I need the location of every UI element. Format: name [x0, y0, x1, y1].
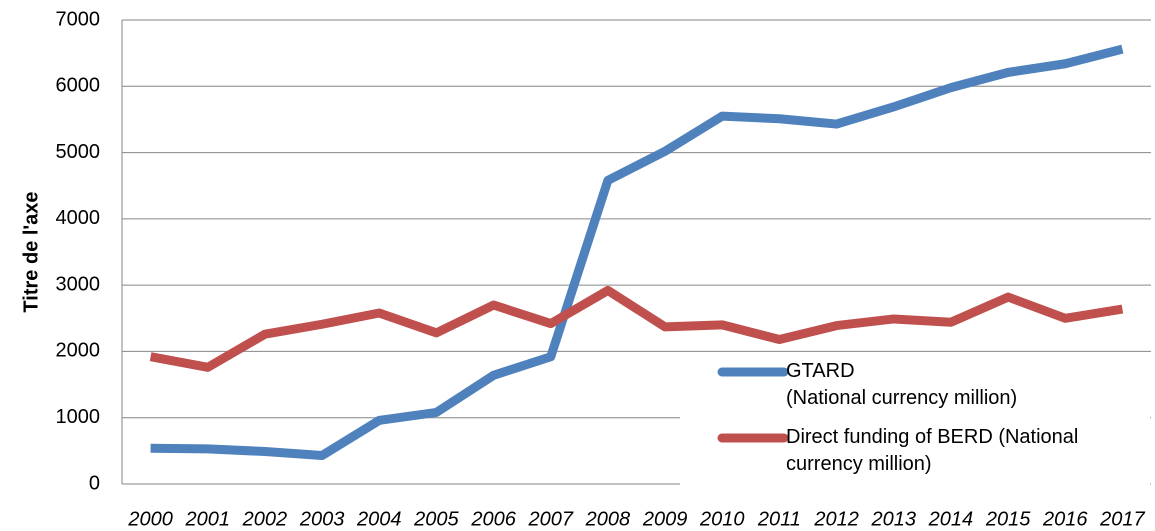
x-tick-label: 2003 [299, 508, 345, 530]
x-tick-label: 2006 [470, 508, 516, 530]
x-tick-label: 2011 [757, 508, 801, 530]
x-tick-label: 2017 [1099, 508, 1145, 530]
series-line [149, 285, 1124, 372]
x-tick-label: 2009 [642, 508, 688, 530]
y-tick-label: 7000 [56, 8, 101, 30]
x-tick-label: 2015 [985, 508, 1031, 530]
x-tick-label: 2001 [185, 508, 231, 530]
y-tick-label: 1000 [56, 406, 101, 428]
x-tick-label: 2014 [928, 508, 974, 530]
x-tick-label: 2005 [413, 508, 459, 530]
legend-label: GTARD (National currency million) [786, 360, 1018, 409]
y-tick-label: 2000 [56, 340, 101, 362]
x-tick-label: 2013 [871, 508, 917, 530]
x-tick-label: 2000 [127, 508, 173, 530]
x-tick-label: 2016 [1042, 508, 1088, 530]
y-tick-label: 0 [89, 472, 100, 494]
x-tick-label: 2010 [699, 508, 745, 530]
y-tick-label: 6000 [56, 75, 101, 97]
x-tick-label: 2004 [356, 508, 402, 530]
x-tick-label: 2002 [242, 508, 288, 530]
series-line [150, 44, 1124, 460]
y-axis-title: Titre de l'axe [20, 191, 42, 312]
x-tick-label: 2012 [813, 508, 859, 530]
legend-label: Direct funding of BERD (National currenc… [786, 426, 1079, 475]
y-tick-label: 3000 [56, 273, 101, 295]
y-tick-label: 5000 [56, 141, 101, 163]
y-tick-label: 4000 [56, 207, 101, 229]
legend-box [680, 356, 1150, 490]
x-tick-label: 2007 [528, 508, 574, 530]
x-tick-label: 2008 [585, 508, 631, 530]
